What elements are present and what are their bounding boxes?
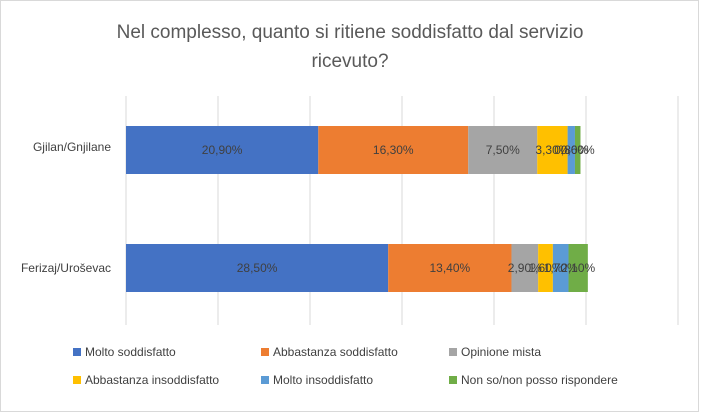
bar-1-0	[126, 244, 389, 292]
legend-label-2: Opinione mista	[461, 345, 541, 359]
legend-swatch-0	[73, 348, 81, 356]
bar-1-2	[511, 244, 539, 292]
legend-swatch-4	[261, 376, 269, 384]
bar-0-1	[318, 126, 469, 174]
bar-0-2	[468, 126, 538, 174]
bar-1-3	[538, 244, 553, 292]
category-label-gjilan: Gjilan/Gnjilane	[33, 140, 111, 154]
data-label-0-2: 7,50%	[486, 143, 520, 157]
category-label-ferizaj: Ferizaj/Uroševac	[21, 261, 111, 275]
legend-swatch-1	[261, 348, 269, 356]
bar-1-5	[568, 244, 588, 292]
legend: Molto soddisfatto Abbastanza soddisfatto O…	[73, 345, 618, 387]
legend-label-5: Non so/non posso rispondere	[461, 373, 618, 387]
data-label-1-0: 28,50%	[237, 261, 278, 275]
data-label-0-5: 0,60%	[561, 143, 595, 157]
legend-label-1: Abbastanza soddisfatto	[273, 345, 398, 359]
data-label-0-3: 3,30%	[535, 143, 569, 157]
data-label-0-0: 20,90%	[202, 143, 243, 157]
legend-label-4: Molto insoddisfatto	[273, 373, 373, 387]
data-label-1-1: 13,40%	[429, 261, 470, 275]
bar-0-3	[537, 126, 568, 174]
data-label-0-1: 16,30%	[373, 143, 414, 157]
data-label-1-3: 1,60%	[529, 261, 563, 275]
legend-swatch-3	[73, 376, 81, 384]
bar-0-5	[574, 126, 581, 174]
chart-title-line-2: ricevuto?	[311, 51, 388, 72]
legend-label-3: Abbastanza insoddisfatto	[85, 373, 219, 387]
legend-swatch-2	[449, 348, 457, 356]
category-labels: Gjilan/Gnjilane Ferizaj/Uroševac	[21, 140, 111, 275]
bar-1-4	[552, 244, 569, 292]
data-label-0-4: 0,80%	[554, 143, 588, 157]
chart-title-line-1: Nel complesso, quanto si ritiene soddisf…	[117, 22, 584, 43]
data-labels: 20,90% 16,30% 7,50% 3,30%0,80%0,60% 28,50% 13…	[202, 143, 596, 275]
data-label-1-4: 1,70%	[544, 261, 578, 275]
bars	[126, 126, 588, 292]
data-label-1-5: 2,10%	[561, 261, 595, 275]
bar-0-0	[126, 126, 319, 174]
data-label-1-2: 2,90%	[508, 261, 542, 275]
legend-label-0: Molto soddisfatto	[85, 345, 176, 359]
bar-0-4	[567, 126, 575, 174]
bar-1-1	[388, 244, 512, 292]
legend-swatch-5	[449, 376, 457, 384]
